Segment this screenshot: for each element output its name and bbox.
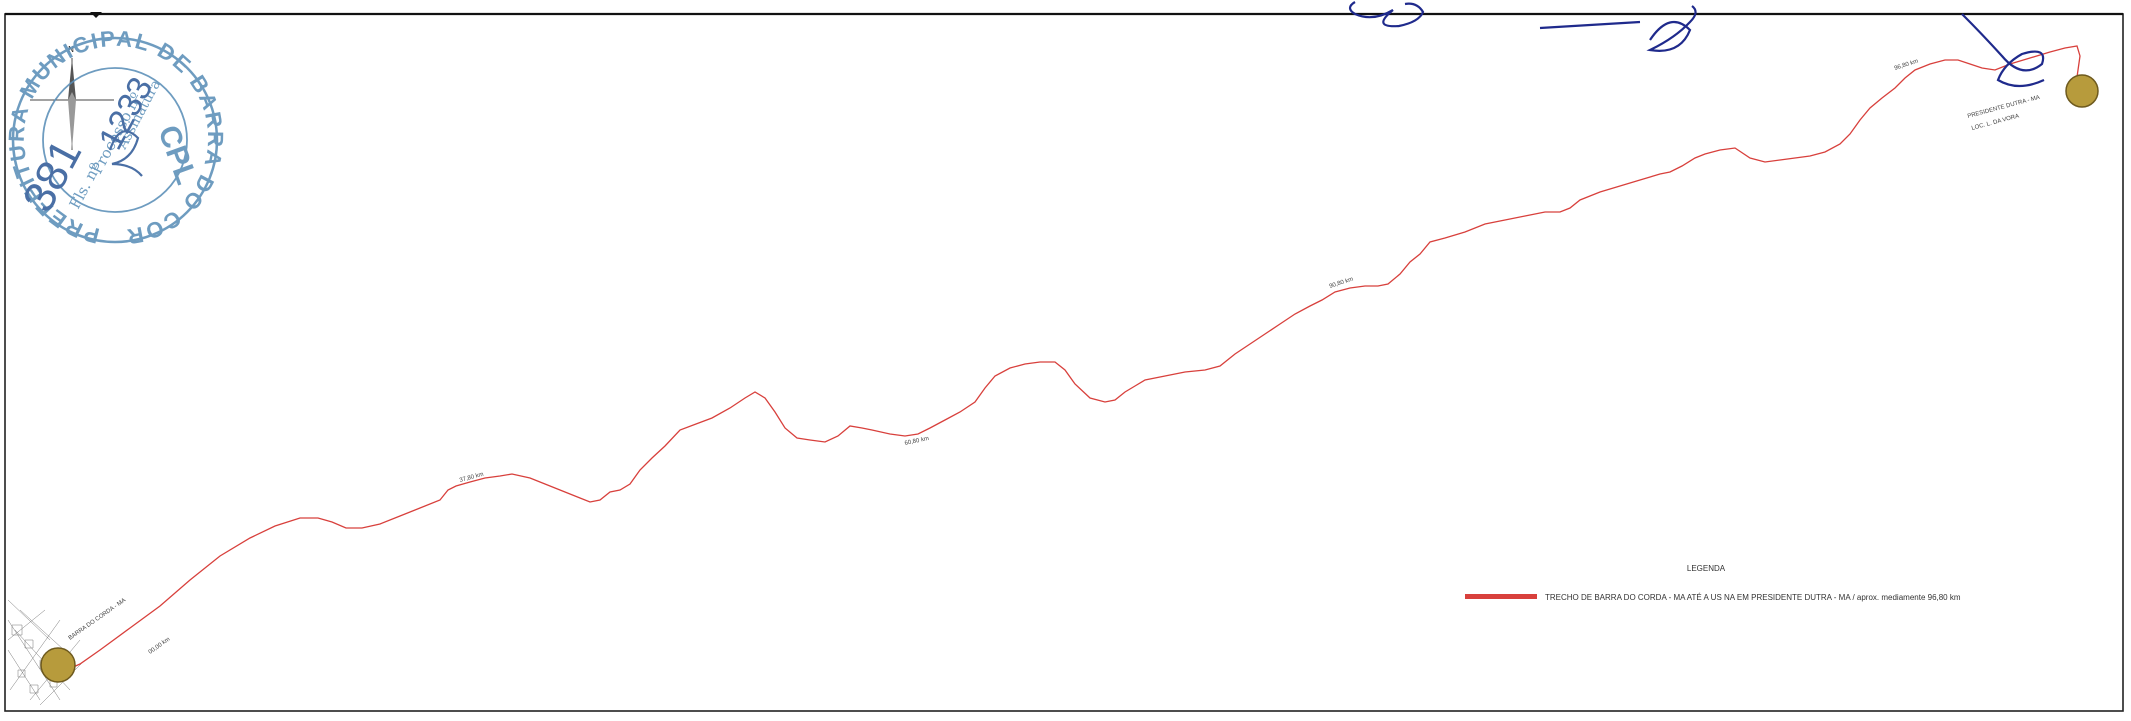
start-distance-label: 00,00 km — [148, 637, 172, 656]
signature-3-icon — [1961, 13, 2045, 88]
stamp-signature-icon — [108, 130, 143, 177]
legend-item-text: TRECHO DE BARRA DO CORDA - MA ATÉ A US N… — [1545, 593, 1961, 602]
legend: LEGENDA TRECHO DE BARRA DO CORDA - MA AT… — [1465, 564, 1961, 602]
frame-arrow-mark — [90, 12, 102, 18]
legend-swatch — [1465, 594, 1537, 599]
legend-title: LEGENDA — [1687, 564, 1726, 573]
end-town-label: PRESIDENTE DUTRA - MA — [1967, 95, 2041, 120]
signature-1-icon — [1348, 1, 1425, 28]
stamp-processo-number: 1233 — [92, 71, 161, 156]
distance-label-2: 60,80 km — [904, 436, 929, 447]
stamp-cpl: CPL — [151, 121, 203, 189]
start-endpoint-marker — [40, 647, 76, 683]
route-line — [61, 45, 2081, 673]
end-endpoint-marker — [2065, 74, 2099, 108]
start-town-label: BARRA DO CORDA - MA — [68, 598, 127, 642]
signatures — [1348, 1, 2045, 88]
compass-north-label: N — [68, 45, 74, 54]
map-frame — [4, 13, 2124, 712]
signature-2-icon — [1539, 5, 1697, 52]
